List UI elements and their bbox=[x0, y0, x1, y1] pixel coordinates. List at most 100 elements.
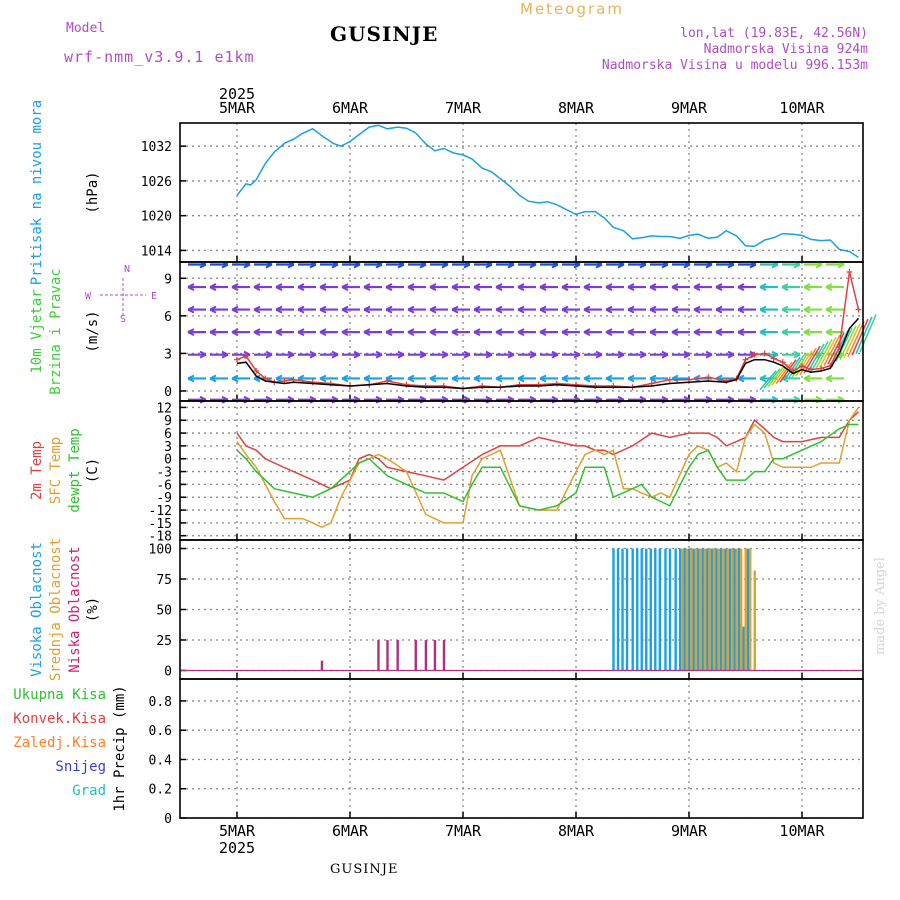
precip-legend-item: Konvek.Kisa bbox=[13, 711, 106, 727]
cloud-bar-low bbox=[424, 639, 428, 671]
panel-temperature bbox=[179, 400, 864, 541]
y-tick-label: 25 bbox=[156, 634, 172, 649]
cloud-bar-low bbox=[320, 660, 324, 671]
credit-watermark: made by Angel bbox=[873, 557, 888, 655]
cloud-bar-mid bbox=[717, 548, 720, 671]
y-tick-label: 0.6 bbox=[149, 724, 172, 739]
gust-marker bbox=[592, 382, 599, 389]
model-altitude-label: Nadmorska Visina u modelu 996.153m bbox=[601, 58, 868, 73]
wind-arrow-head bbox=[187, 305, 195, 314]
cloud-bar-high bbox=[746, 548, 750, 671]
y-tick-label: 9 bbox=[164, 414, 172, 429]
series-line-0 bbox=[236, 271, 860, 390]
wind-arrow-head bbox=[253, 328, 261, 337]
wind-arrow-head bbox=[495, 305, 503, 314]
wind-vector bbox=[795, 350, 813, 377]
wind-arrow-head bbox=[759, 328, 767, 337]
wind-arrow-head bbox=[605, 283, 613, 291]
panel-clouds bbox=[179, 539, 864, 680]
panel-unit-label: (%) bbox=[85, 597, 101, 622]
wind-arrow-head bbox=[583, 305, 591, 314]
wind-arrow-head bbox=[231, 283, 239, 291]
wind-arrow-head bbox=[319, 283, 327, 291]
wind-arrow-head bbox=[419, 350, 427, 359]
cloud-bar-low bbox=[377, 639, 380, 671]
cloud-bar-mid bbox=[699, 548, 702, 671]
cloud-bar-mid bbox=[708, 548, 711, 671]
wind-arrow-head bbox=[803, 305, 811, 314]
wind-arrow-head bbox=[473, 283, 481, 291]
gust-marker bbox=[234, 356, 240, 363]
panel-legend-item: Niska Oblacnost bbox=[67, 546, 83, 672]
series-line-0 bbox=[236, 124, 859, 259]
year-label-bottom: 2025 bbox=[219, 839, 255, 857]
cloud-bar-high bbox=[737, 548, 741, 671]
wind-arrow-head bbox=[639, 350, 647, 359]
wind-arrow-head bbox=[353, 350, 361, 359]
y-tick-label: 0 bbox=[164, 385, 172, 400]
y-tick-label: 50 bbox=[156, 604, 172, 619]
wind-arrow-head bbox=[649, 283, 657, 291]
date-label-top: 7MAR bbox=[445, 99, 482, 117]
wind-arrow-head bbox=[803, 374, 811, 383]
y-tick-label: 1014 bbox=[141, 244, 172, 259]
wind-arrow-head bbox=[727, 350, 735, 359]
y-tick-label: 12 bbox=[156, 401, 172, 416]
cloud-bar-high bbox=[683, 548, 686, 671]
gust-marker bbox=[761, 350, 768, 357]
wind-vector bbox=[823, 334, 841, 367]
gust-marker bbox=[846, 269, 853, 276]
gust-marker bbox=[535, 381, 542, 388]
wind-arrow-head bbox=[803, 328, 811, 337]
wind-arrow-head bbox=[385, 283, 393, 291]
date-label-bottom: 6MAR bbox=[332, 822, 369, 840]
wind-arrow-head bbox=[297, 305, 305, 314]
wind-arrow-head bbox=[275, 328, 283, 337]
gust-marker bbox=[751, 351, 758, 358]
wind-arrow-head bbox=[539, 305, 547, 314]
wind-arrow-head bbox=[231, 374, 239, 383]
series-line-dewpt-temp bbox=[236, 423, 859, 511]
cloud-bar-high bbox=[664, 548, 667, 671]
panel-legend-item: Pritisak na nivou mora bbox=[29, 100, 45, 285]
wind-arrow-head bbox=[297, 328, 305, 337]
wind-arrow-head bbox=[363, 374, 371, 383]
wind-arrow-head bbox=[341, 305, 349, 314]
wind-vector bbox=[827, 332, 845, 365]
wind-arrow-head bbox=[583, 283, 591, 291]
altitude-label: Nadmorska Visina 924m bbox=[703, 42, 868, 57]
y-tick-label: 6 bbox=[164, 427, 172, 442]
wind-vector bbox=[775, 361, 793, 385]
wind-arrow-head bbox=[803, 283, 811, 291]
wind-arrow-head bbox=[715, 328, 723, 337]
panel-legend-item: Srednja Oblacnost bbox=[48, 538, 64, 681]
cloud-bar-mid bbox=[681, 548, 684, 671]
wind-arrow-head bbox=[793, 350, 801, 359]
cloud-bar-mid bbox=[726, 548, 729, 671]
wind-arrow-head bbox=[495, 328, 503, 337]
wind-arrow-head bbox=[407, 305, 415, 314]
wind-arrow-head bbox=[441, 350, 449, 359]
y-tick-label: -3 bbox=[156, 466, 172, 481]
wind-arrow-head bbox=[595, 350, 603, 359]
gust-marker bbox=[253, 367, 260, 374]
wind-arrow-head bbox=[407, 328, 415, 337]
wind-arrow-head bbox=[627, 374, 635, 383]
wind-arrow-head bbox=[561, 374, 569, 383]
page-title: GUSINJE bbox=[330, 22, 439, 46]
date-label-top: 6MAR bbox=[332, 99, 369, 117]
wind-arrow-head bbox=[781, 328, 789, 337]
cloud-bar-high bbox=[742, 626, 745, 671]
cloud-bar-high bbox=[697, 548, 700, 671]
wind-arrow-head bbox=[573, 350, 581, 359]
wind-arrow-head bbox=[495, 374, 503, 383]
wind-vector bbox=[803, 345, 821, 374]
wind-arrow-head bbox=[517, 374, 525, 383]
wind-arrow-head bbox=[517, 305, 525, 314]
y-tick-label: 0 bbox=[164, 812, 172, 827]
cloud-bar-mid bbox=[685, 548, 689, 671]
y-tick-label: 3 bbox=[164, 440, 172, 455]
wind-row bbox=[188, 350, 845, 359]
wind-arrow-head bbox=[627, 328, 635, 337]
